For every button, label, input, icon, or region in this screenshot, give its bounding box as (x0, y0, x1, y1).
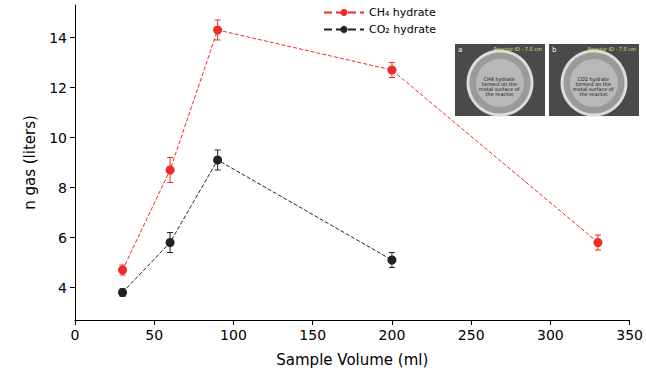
svg-text:350: 350 (616, 327, 643, 343)
svg-text:200: 200 (379, 327, 406, 343)
svg-text:CH₄ hydrate: CH₄ hydrate (369, 6, 436, 19)
svg-text:0: 0 (71, 327, 80, 343)
svg-text:Reactor ID - 7.5 cm: Reactor ID - 7.5 cm (588, 46, 636, 52)
svg-text:formed on the: formed on the (481, 80, 519, 87)
svg-text:Reactor ID - 7.5 cm: Reactor ID - 7.5 cm (494, 46, 542, 52)
svg-text:150: 150 (299, 327, 326, 343)
svg-text:metal surface of: metal surface of (572, 85, 616, 92)
svg-text:CH4 hydrate: CH4 hydrate (483, 75, 517, 82)
svg-text:CO₂ hydrate: CO₂ hydrate (369, 23, 436, 36)
svg-text:Sample Volume (ml): Sample Volume (ml) (276, 351, 428, 369)
svg-text:6: 6 (58, 230, 67, 246)
svg-text:CO2 hydrate: CO2 hydrate (577, 75, 611, 82)
svg-text:100: 100 (220, 327, 247, 343)
svg-text:14: 14 (49, 30, 67, 46)
svg-text:a: a (458, 46, 462, 54)
svg-text:the reactor.: the reactor. (486, 91, 515, 97)
svg-text:10: 10 (49, 130, 67, 146)
svg-text:metal surface of: metal surface of (478, 85, 522, 92)
svg-text:300: 300 (537, 327, 564, 343)
svg-text:50: 50 (145, 327, 163, 343)
svg-text:b: b (552, 46, 557, 54)
svg-text:4: 4 (58, 280, 67, 296)
svg-text:formed on the: formed on the (575, 80, 613, 87)
svg-text:250: 250 (458, 327, 485, 343)
svg-text:the reactor.: the reactor. (580, 91, 609, 97)
svg-text:n gas (liters): n gas (liters) (21, 115, 39, 210)
svg-text:8: 8 (58, 180, 67, 196)
svg-text:12: 12 (49, 80, 67, 96)
